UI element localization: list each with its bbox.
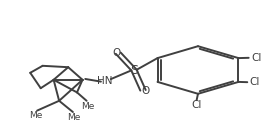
Text: Me: Me: [81, 102, 95, 111]
Text: Cl: Cl: [191, 100, 202, 110]
Text: Me: Me: [29, 111, 42, 120]
Text: Cl: Cl: [251, 53, 262, 63]
Text: HN: HN: [97, 75, 112, 86]
Text: O: O: [141, 86, 149, 96]
Text: S: S: [130, 64, 138, 76]
Text: Me: Me: [68, 113, 81, 122]
Text: O: O: [112, 48, 120, 58]
Text: Cl: Cl: [250, 77, 260, 87]
